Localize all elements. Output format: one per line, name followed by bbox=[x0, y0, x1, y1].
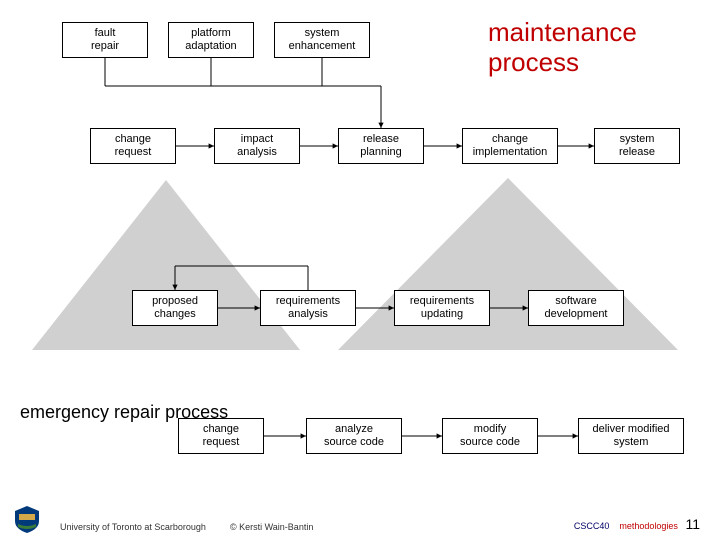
university-logo bbox=[12, 504, 42, 534]
row2-box-3: change implementation bbox=[462, 128, 558, 164]
footer-page: 11 bbox=[685, 516, 700, 532]
connectors bbox=[0, 0, 720, 540]
row2-box-2: release planning bbox=[338, 128, 424, 164]
row4-box-2: modify source code bbox=[442, 418, 538, 454]
row1-box-1: platform adaptation bbox=[168, 22, 254, 58]
row1-box-0: fault repair bbox=[62, 22, 148, 58]
slide-root: fault repair platform adaptation system en… bbox=[0, 0, 720, 540]
row1-box-2: system enhancement bbox=[274, 22, 370, 58]
row2-box-0: change request bbox=[90, 128, 176, 164]
row4-box-1: analyze source code bbox=[306, 418, 402, 454]
row3-box-1: requirements analysis bbox=[260, 290, 356, 326]
title-sub-text: emergency repair process bbox=[20, 402, 228, 422]
row4-box-3: deliver modified system bbox=[578, 418, 684, 454]
footer-topic: methodologies bbox=[619, 521, 678, 531]
row2-box-4: system release bbox=[594, 128, 680, 164]
title-sub: emergency repair process bbox=[20, 402, 228, 424]
title-main-text: maintenance process bbox=[488, 17, 637, 77]
footer-mid: © Kersti Wain-Bantin bbox=[230, 522, 313, 532]
footer-right: CSCC40 methodologies 11 bbox=[574, 516, 700, 532]
footer-left: University of Toronto at Scarborough bbox=[60, 522, 206, 532]
footer-course: CSCC40 bbox=[574, 521, 610, 531]
row2-box-1: impact analysis bbox=[214, 128, 300, 164]
row3-box-0: proposed changes bbox=[132, 290, 218, 326]
title-main: maintenance process bbox=[488, 18, 720, 78]
row3-box-3: software development bbox=[528, 290, 624, 326]
row3-box-2: requirements updating bbox=[394, 290, 490, 326]
